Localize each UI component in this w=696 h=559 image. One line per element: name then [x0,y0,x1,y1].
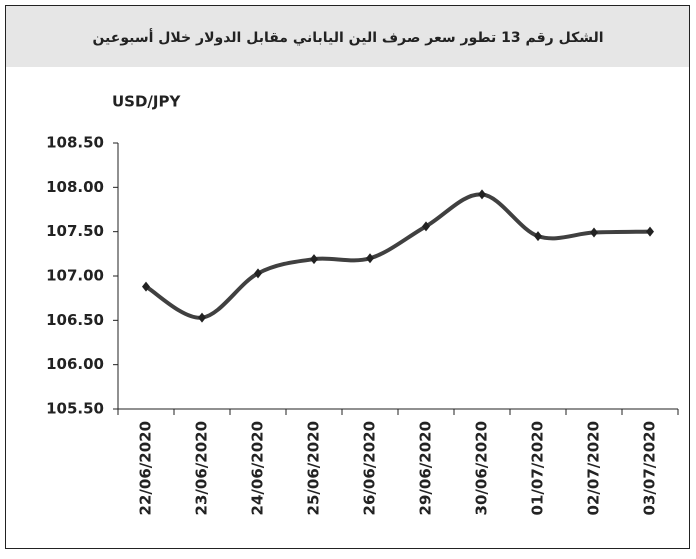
y-tick-label: 106.00 [46,355,104,373]
point-marker [646,226,654,237]
point-marker [422,221,430,232]
point-marker [478,189,486,200]
point-marker [366,253,374,264]
x-tick-label: 29/06/2020 [417,421,435,515]
x-tick-label: 24/06/2020 [249,421,267,515]
x-tick-label: 22/06/2020 [137,421,155,515]
point-marker [254,268,262,279]
y-axis-label: USD/JPY [112,93,181,111]
line-series [144,192,651,320]
x-tick-label: 01/07/2020 [529,421,547,515]
point-marker [198,312,206,323]
x-tick-label: 23/06/2020 [193,421,211,515]
y-tick-label: 105.50 [46,400,104,418]
y-tick-label: 106.50 [46,311,104,329]
x-tick-label: 03/07/2020 [641,421,659,515]
point-marker [590,227,598,238]
point-marker [310,254,318,265]
point-marker [534,231,542,242]
y-tick-label: 107.00 [46,267,104,285]
x-tick-label: 26/06/2020 [361,421,379,515]
title-band [6,6,689,67]
x-tick-label: 30/06/2020 [473,421,491,515]
chart-title: الشكل رقم 13 تطور سعر صرف الين الياباني … [92,28,603,46]
y-tick-label: 108.00 [46,178,104,196]
frame [5,5,690,549]
y-tick-label: 107.50 [46,222,104,240]
x-tick-label: 25/06/2020 [305,421,323,515]
point-marker [142,281,150,292]
x-tick-label: 02/07/2020 [585,421,603,515]
y-tick-label: 108.50 [46,134,104,152]
